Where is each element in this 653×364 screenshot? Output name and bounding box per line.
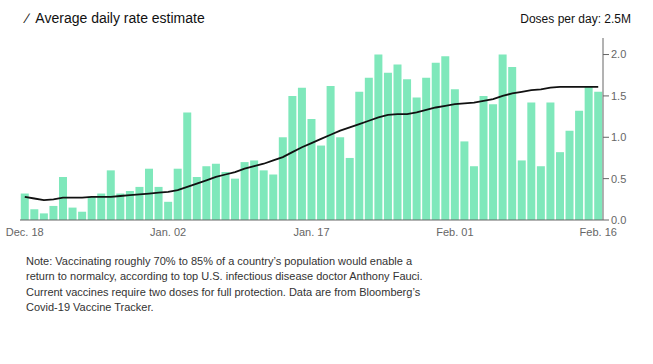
svg-text:Feb. 16: Feb. 16 (580, 226, 617, 238)
html-text:Note: Vaccinating roughly 70%: Note: Vaccinating roughly 70% to 85% of … (26, 255, 423, 314)
svg-text:0.5: 0.5 (611, 173, 626, 185)
html-text:Doses per day: 2.5M: Doses per day: 2.5M (520, 12, 631, 26)
svg-text:1.0: 1.0 (611, 131, 626, 143)
svg-text:0.0: 0.0 (611, 214, 626, 226)
svg-text:Jan. 02: Jan. 02 (150, 226, 186, 238)
svg-text:Jan. 17: Jan. 17 (293, 226, 329, 238)
svg-text:Dec. 18: Dec. 18 (8, 226, 44, 238)
svg-text:1.5: 1.5 (611, 90, 626, 102)
svg-text:Feb. 01: Feb. 01 (436, 226, 473, 238)
svg-text:2.0: 2.0 (611, 48, 626, 60)
html-text:∕ Average daily rate estimate: ∕ Average daily rate estimate (26, 10, 205, 26)
